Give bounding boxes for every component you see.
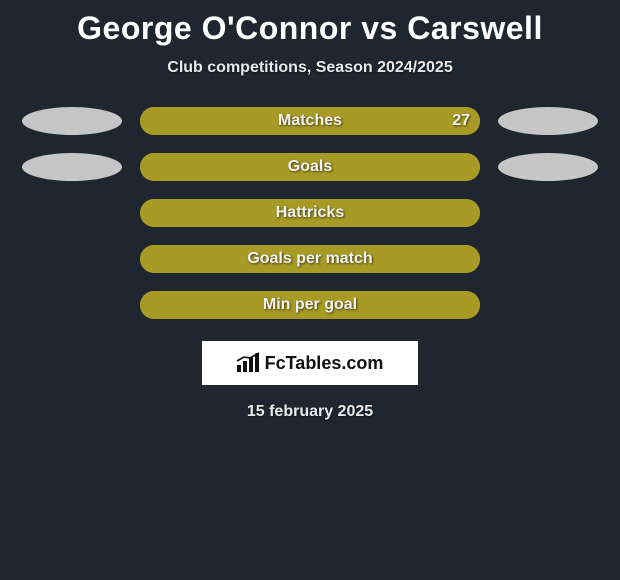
player-a-marker <box>22 153 122 181</box>
date-text: 15 february 2025 <box>0 403 620 421</box>
stat-bar: Matches27 <box>140 107 480 135</box>
stat-row: Goals per match <box>0 245 620 273</box>
player-b-marker <box>498 153 598 181</box>
stat-label: Min per goal <box>140 291 480 319</box>
player-b-marker <box>498 107 598 135</box>
stats-chart: Matches27 Goals Hattricks Goals per match Mi… <box>0 107 620 319</box>
stat-bar: Min per goal <box>140 291 480 319</box>
stat-bar: Goals <box>140 153 480 181</box>
stat-label: Goals per match <box>140 245 480 273</box>
vs-text: vs <box>361 10 398 46</box>
stat-row: Min per goal <box>0 291 620 319</box>
page-title: George O'Connor vs Carswell <box>0 0 620 47</box>
stat-value-right: 27 <box>442 107 480 135</box>
stat-row: Matches27 <box>0 107 620 135</box>
stat-label: Matches <box>140 107 480 135</box>
player-a-name: George O'Connor <box>77 10 352 46</box>
player-a-marker <box>22 107 122 135</box>
subtitle: Club competitions, Season 2024/2025 <box>0 59 620 77</box>
stat-row: Hattricks <box>0 199 620 227</box>
stat-label: Hattricks <box>140 199 480 227</box>
logo-text: FcTables.com <box>265 353 384 374</box>
comparison-infographic: George O'Connor vs Carswell Club competi… <box>0 0 620 580</box>
stat-bar: Goals per match <box>140 245 480 273</box>
fctables-logo: FcTables.com <box>202 341 418 385</box>
stat-bar: Hattricks <box>140 199 480 227</box>
chart-icon <box>237 354 259 372</box>
stat-label: Goals <box>140 153 480 181</box>
player-b-name: Carswell <box>407 10 543 46</box>
stat-row: Goals <box>0 153 620 181</box>
